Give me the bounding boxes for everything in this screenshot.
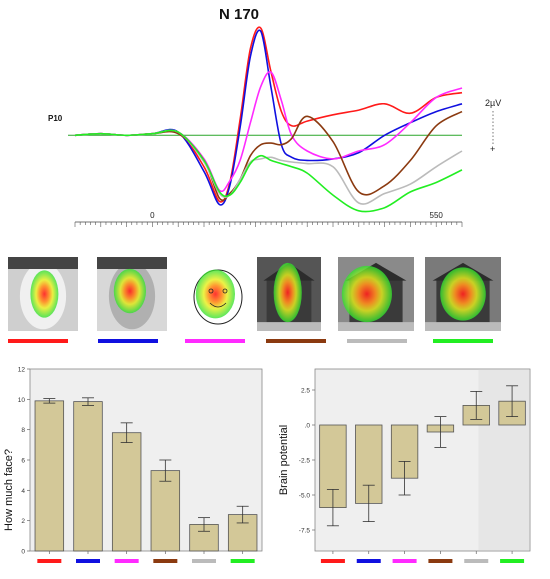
face-rating-y-tick-label: 6 (21, 458, 25, 465)
erp-series-line-6 (74, 129, 463, 213)
face-rating-plot-area (29, 368, 263, 552)
brain-potential-error-bar-6 (506, 385, 519, 417)
brain-potential-y-tick-label: -7.5 (299, 528, 311, 535)
erp-p10-label: P10 (48, 114, 63, 123)
face-rating-error-bar-2 (82, 397, 94, 406)
face-rating-bar-3 (111, 432, 142, 552)
condition-color-bar-1 (8, 339, 68, 343)
brain-potential-error-bar-5 (470, 390, 483, 420)
erp-x-tick-label: 550 (430, 211, 444, 220)
face-rating-y-tick-label: 10 (18, 397, 26, 404)
brain-potential-error-bar-1 (326, 489, 339, 527)
face-rating-category-swatch-1 (37, 559, 62, 563)
brain-potential-category-swatch-3 (392, 559, 417, 563)
condition-color-bar-5 (347, 339, 407, 343)
condition-color-bar-3 (185, 339, 245, 343)
condition-color-bar-4 (266, 339, 326, 343)
erp-waveforms (74, 26, 463, 213)
house-facade-light-heatmap (338, 257, 414, 331)
brain-potential-error-bar-3 (398, 461, 411, 496)
face-rating-category-swatch-4 (153, 559, 178, 563)
brain-potential-error-bar-2 (362, 484, 375, 523)
brain-potential-y-tick-label: -5.0 (299, 493, 311, 500)
brain-potential-bar-3 (390, 424, 419, 479)
mannequin-face-photo-heatmap (97, 257, 167, 331)
erp-plot: 0 550 P10 2µV + (48, 26, 501, 227)
face-rating-error-bar-4 (159, 459, 172, 482)
erp-scale-sign: + (490, 144, 495, 154)
condition-color-bar-6 (433, 339, 493, 343)
face-rating-error-bar-6 (236, 505, 249, 524)
face-rating-error-bar-3 (120, 422, 133, 443)
face-rating-y-tick-label: 4 (21, 488, 25, 495)
erp-series-line-1 (74, 26, 463, 203)
face-rating-error-bar-1 (43, 398, 56, 404)
face-rating-bar-4 (150, 470, 181, 552)
erp-scale-bar: 2µV + (485, 98, 501, 154)
erp-x-tick-label: 0 (150, 211, 155, 220)
human-face-photo-heatmap (8, 257, 78, 331)
brain-potential-y-tick-label: .0 (305, 423, 311, 430)
brain-potential-y-tick-label: 2.5 (301, 388, 310, 395)
face-rating-y-axis-label: How much face? (3, 449, 15, 531)
erp-title: N 170 (218, 6, 260, 23)
smiley-drawing-heatmap (186, 257, 256, 331)
face-rating-category-swatch-2 (76, 559, 100, 563)
house-tree-heatmap (425, 257, 501, 331)
face-rating-y-tick-label: 2 (21, 518, 25, 525)
face-rating-category-swatch-6 (230, 559, 255, 563)
brain-potential-chart: -7.5 -5.0 -2.5 .0 2.5 Brain potential (278, 368, 531, 563)
house-facade-dark-heatmap (257, 257, 321, 331)
condition-color-bar-2 (98, 339, 158, 343)
brain-potential-category-swatch-1 (320, 559, 345, 563)
face-rating-y-tick-label: 8 (21, 427, 25, 434)
face-rating-category-swatch-5 (192, 559, 216, 563)
brain-potential-y-axis-label: Brain potential (278, 425, 290, 495)
brain-potential-error-bar-4 (434, 416, 447, 448)
erp-series-line-3 (74, 71, 463, 193)
face-rating-chart: 0 2 4 6 8 10 12 How much face? (3, 367, 263, 563)
erp-scale-label: 2µV (485, 98, 501, 108)
brain-potential-category-swatch-5 (464, 559, 489, 563)
brain-potential-category-swatch-2 (356, 559, 381, 563)
face-rating-bar-2 (73, 401, 103, 552)
brain-potential-category-swatch-4 (428, 559, 453, 563)
face-rating-y-tick-label: 12 (18, 367, 26, 374)
face-rating-y-tick-label: 0 (21, 549, 25, 556)
face-rating-error-bar-5 (198, 517, 210, 532)
brain-potential-category-swatch-6 (500, 559, 525, 563)
face-rating-category-swatch-3 (114, 559, 139, 563)
brain-potential-y-tick-label: -2.5 (299, 458, 311, 465)
brain-potential-shaded-band (478, 369, 530, 551)
erp-time-axis: 0 550 (68, 134, 463, 227)
stimulus-row (8, 257, 501, 343)
face-rating-bar-1 (34, 400, 65, 552)
